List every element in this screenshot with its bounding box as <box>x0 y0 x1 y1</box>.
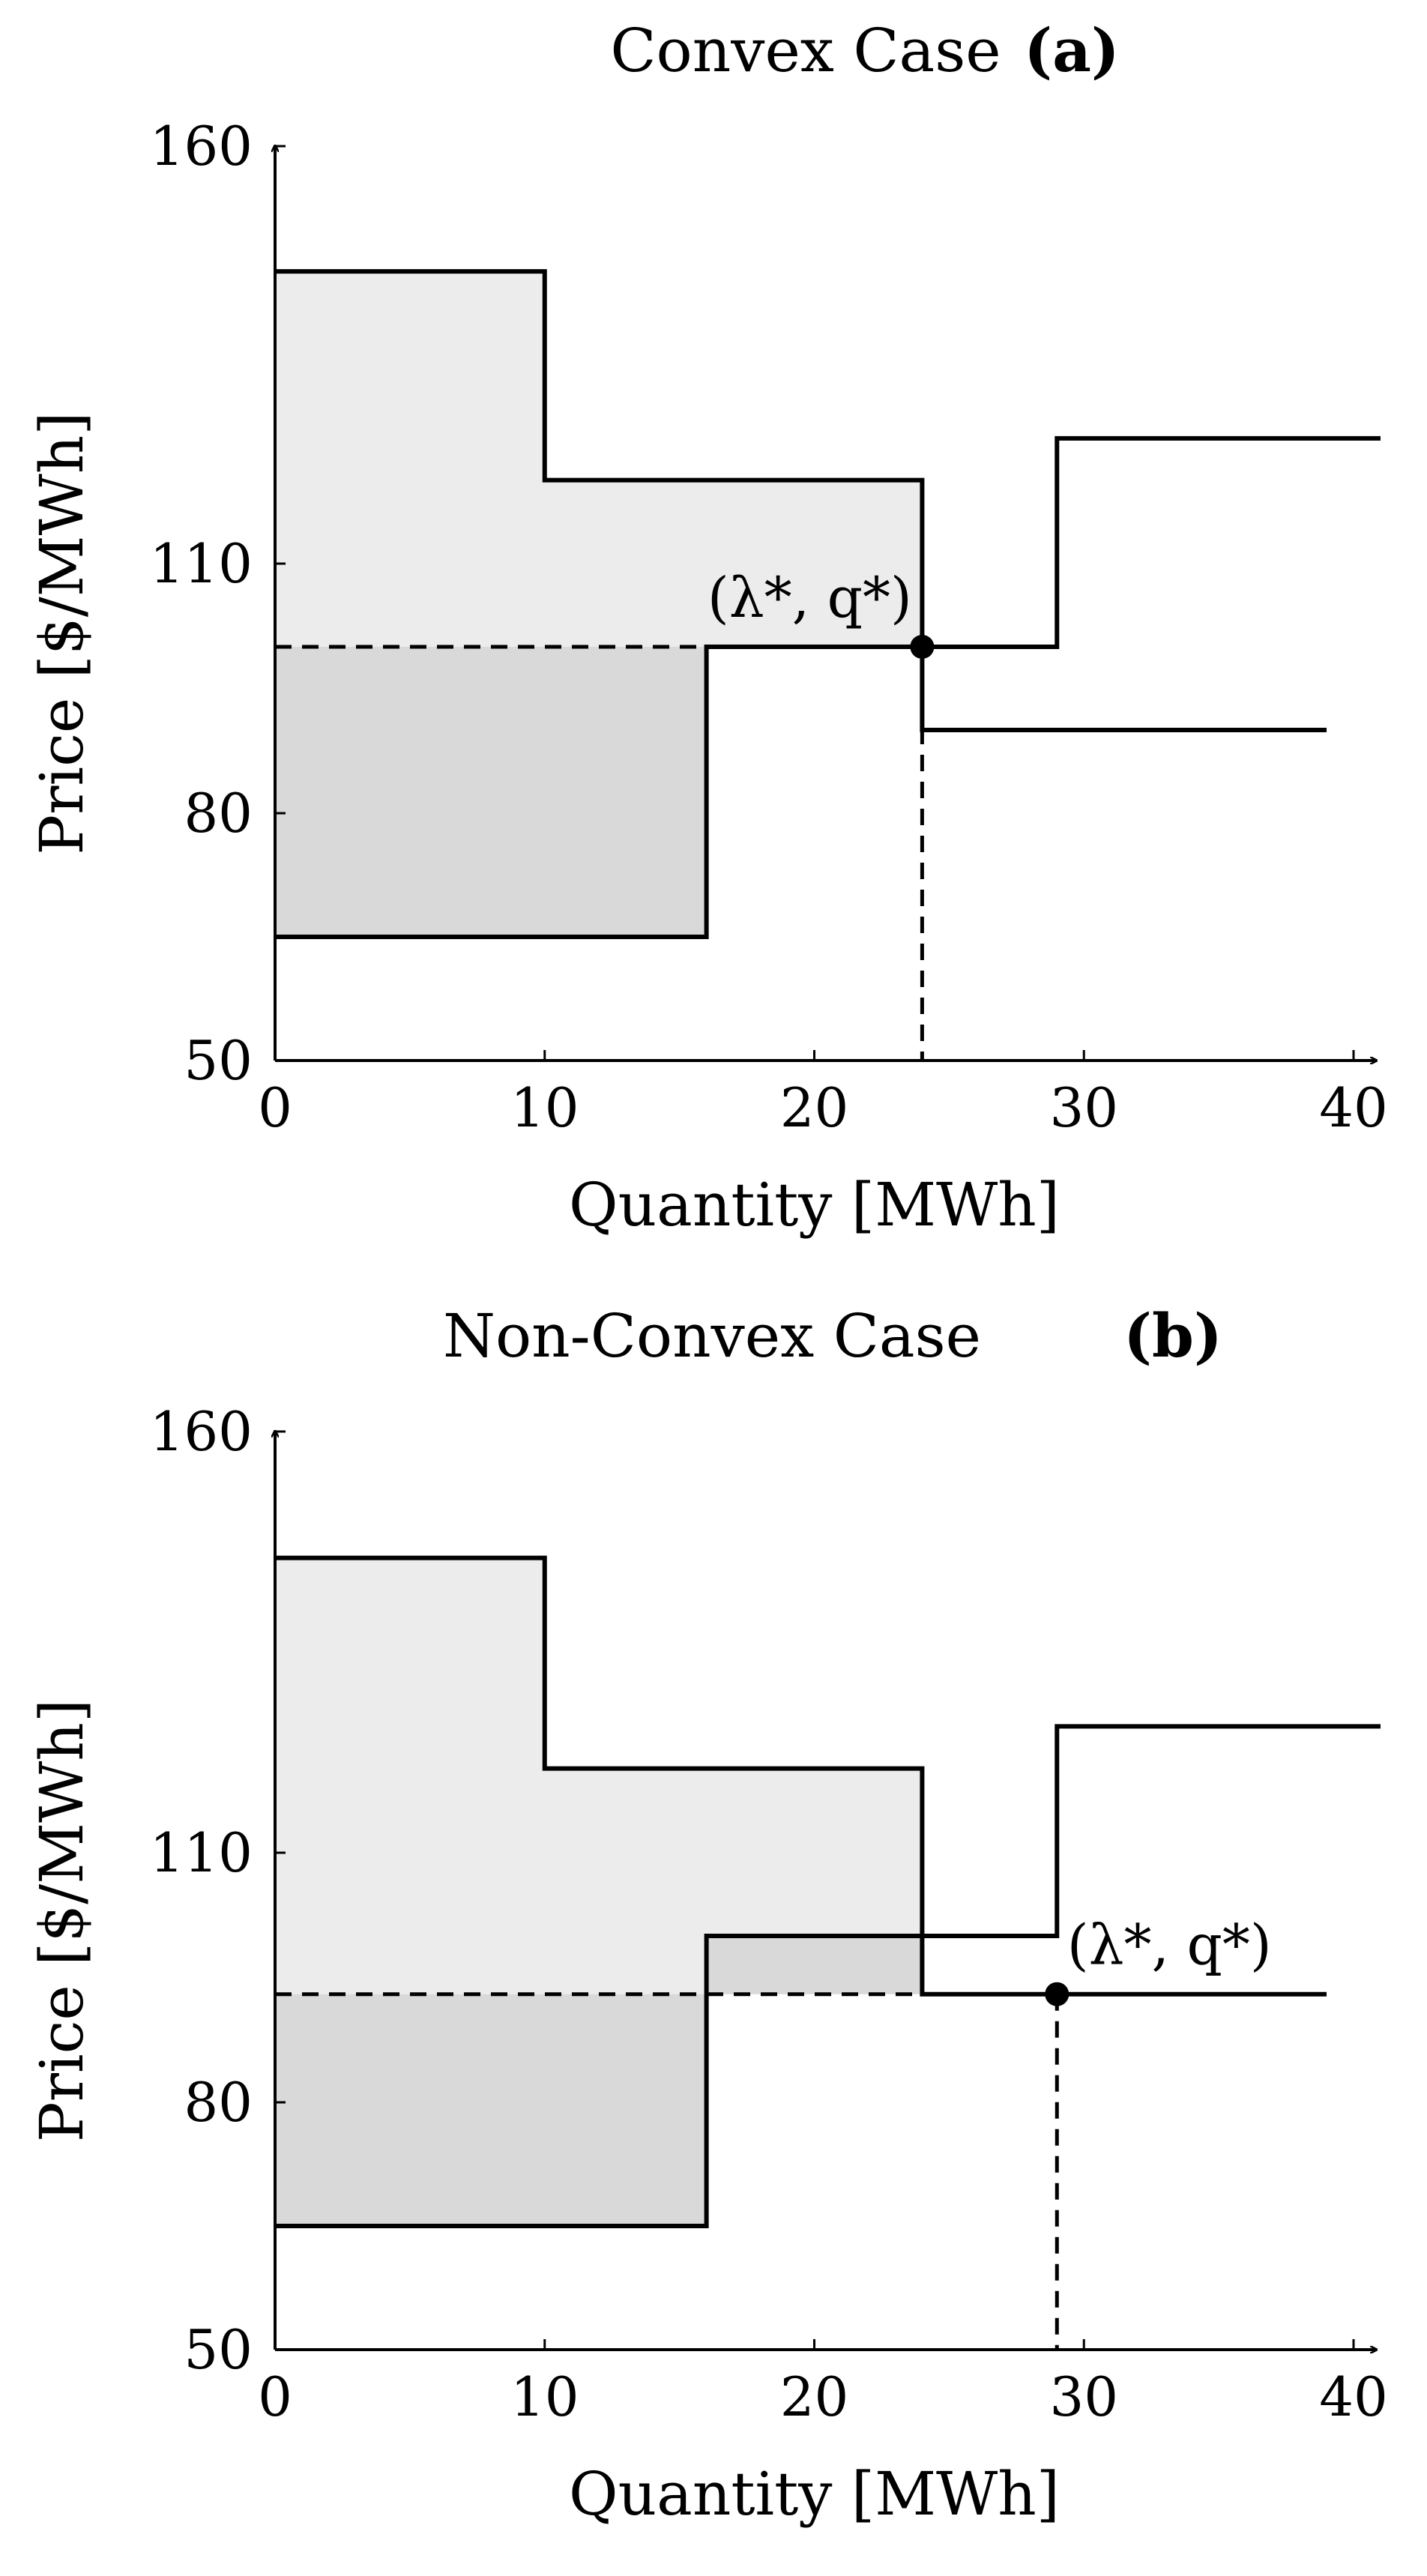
ticks: 0 10 20 30 40 50 80 110 160 <box>150 1400 1388 2428</box>
supply-curve <box>275 1724 1381 2228</box>
chart-convex-case: Convex Case (a) 0 10 20 30 40 50 80 110 160 (λ*,… <box>27 15 1388 1240</box>
x-tick-label: 0 <box>258 1076 292 1139</box>
equilibrium-guides <box>275 645 924 1061</box>
x-tick-label: 30 <box>1049 1076 1118 1139</box>
chart-title: Convex Case <box>610 16 1001 85</box>
surplus-areas <box>275 1557 1058 2226</box>
y-axis-label: Price [$/MWh] <box>27 411 97 854</box>
y-tick-label: 80 <box>184 2071 253 2134</box>
x-axis-label: Quantity [MWh] <box>569 2459 1060 2529</box>
x-tick-label: 40 <box>1319 1076 1388 1139</box>
surplus-areas <box>275 271 923 937</box>
y-axis-label: Price [$/MWh] <box>27 1699 97 2142</box>
y-tick-label: 110 <box>150 1821 253 1884</box>
y-tick-label: 160 <box>150 1400 253 1463</box>
panel-label: (b) <box>1123 1300 1222 1371</box>
overlap-area <box>706 1936 923 1994</box>
axes <box>275 1432 1376 2350</box>
x-tick-label: 40 <box>1319 2365 1388 2428</box>
chart-title: Non-Convex Case <box>443 1301 981 1371</box>
equilibrium-label: (λ*, q*) <box>1067 1913 1272 1978</box>
producer-surplus-area <box>275 647 923 937</box>
axes <box>275 146 1376 1061</box>
equilibrium-guides <box>275 1992 1059 2350</box>
y-tick-label: 50 <box>184 2318 253 2381</box>
chart-non-convex-case: Non-Convex Case (b) 0 10 20 30 405080110160 … <box>27 1300 1388 2529</box>
producer-surplus-area <box>275 1994 1058 2226</box>
x-tick-label: 20 <box>780 1076 849 1139</box>
x-tick-label: 30 <box>1049 2365 1118 2428</box>
y-tick-label: 50 <box>184 1029 253 1092</box>
x-tick-label: 10 <box>510 2365 579 2428</box>
y-tick-label: 110 <box>150 532 253 595</box>
demand-curve <box>275 269 1327 732</box>
equilibrium-label: (λ*, q*) <box>708 566 912 630</box>
consumer-surplus-area <box>275 271 923 647</box>
y-tick-label: 80 <box>184 782 253 845</box>
x-tick-label: 10 <box>510 1076 579 1139</box>
x-tick-label: 20 <box>780 2365 849 2428</box>
y-tick-label: 160 <box>150 115 253 178</box>
ticks: 0 10 20 30 40 50 80 110 160 <box>150 115 1388 1139</box>
panel-label: (a) <box>1024 15 1120 85</box>
equilibrium-point <box>910 635 935 659</box>
x-axis-label: Quantity [MWh] <box>569 1170 1060 1240</box>
equilibrium-point <box>1045 1982 1070 2006</box>
x-tick-label: 0 <box>258 2365 292 2428</box>
consumer-surplus-area <box>275 1557 1058 1994</box>
